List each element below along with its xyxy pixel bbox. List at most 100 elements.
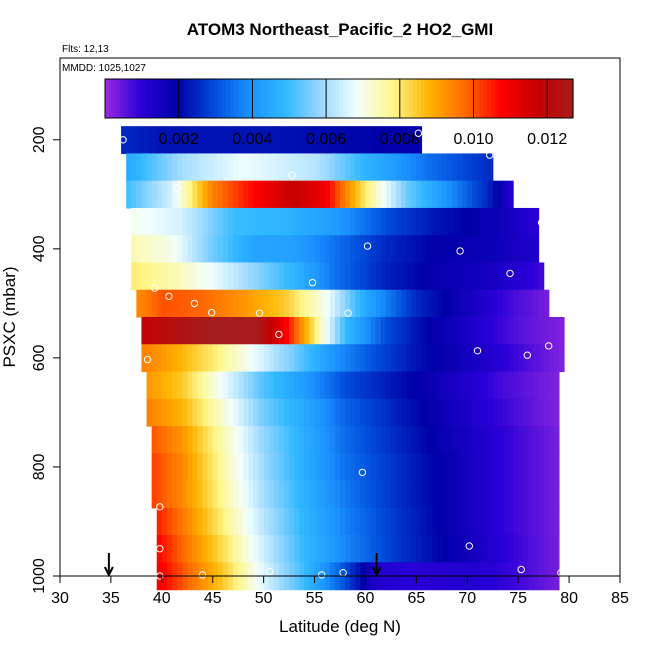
colorbar-segment (362, 79, 367, 118)
heatmap-cell (294, 317, 300, 345)
heatmap-cell (508, 207, 514, 236)
heatmap-cell (141, 126, 148, 155)
heatmap-cell (543, 398, 550, 427)
colorbar-segment (495, 79, 500, 118)
heatmap-cell (441, 344, 448, 373)
heatmap-cell (243, 507, 249, 536)
heatmap-cell (289, 289, 295, 318)
heatmap-cell (492, 180, 499, 209)
heatmap-cell (548, 371, 555, 400)
heatmap-cell (329, 180, 336, 209)
heatmap-cell (294, 180, 300, 209)
heatmap-cell (360, 371, 367, 400)
heatmap-cell (324, 153, 331, 182)
heatmap-cell (166, 317, 173, 345)
heatmap-cell (472, 426, 479, 454)
colorbar-segment (147, 79, 153, 118)
heatmap-cell (324, 344, 331, 373)
heatmap-cell (238, 207, 244, 236)
heatmap-cell (146, 262, 153, 291)
heatmap-cell (472, 207, 479, 236)
heatmap-cell (156, 262, 163, 291)
heatmap-cell (233, 480, 239, 509)
heatmap-cell (553, 371, 560, 400)
heatmap-cell (518, 235, 524, 264)
heatmap-cell (472, 507, 479, 536)
heatmap-cell (182, 153, 188, 182)
heatmap-cell (533, 453, 540, 482)
heatmap-cell (426, 507, 433, 536)
heatmap-cell (207, 207, 214, 236)
heatmap-cell (385, 453, 392, 482)
heatmap-cell (258, 344, 265, 373)
heatmap-cell (380, 317, 387, 345)
heatmap-cell (299, 262, 305, 291)
heatmap-cell (278, 398, 285, 427)
colorbar-segment (296, 79, 301, 118)
heatmap-cell (350, 535, 356, 563)
heatmap-cell (487, 507, 494, 536)
heatmap-cell (228, 289, 234, 318)
colorbar-segment (303, 79, 309, 118)
heatmap-cell (222, 480, 229, 509)
heatmap-cell (177, 180, 183, 209)
heatmap-cell (248, 371, 255, 400)
heatmap-cell (233, 126, 239, 155)
heatmap-cell (233, 207, 239, 236)
heatmap-cell (411, 235, 417, 264)
heatmap-cell (345, 453, 351, 482)
heatmap-cell (182, 344, 188, 373)
heatmap-cell (166, 126, 173, 155)
heatmap-cell (319, 507, 326, 536)
heatmap-cell (192, 126, 199, 155)
heatmap-cell (355, 207, 361, 236)
colorbar-segment (261, 79, 266, 118)
heatmap-cell (350, 344, 356, 373)
colorbar-segment (175, 79, 180, 118)
heatmap-cell (289, 180, 295, 209)
heatmap-cell (508, 317, 514, 345)
heatmap-cell (467, 453, 473, 482)
heatmap-cell (182, 453, 188, 482)
heatmap-cell (248, 344, 255, 373)
heatmap-cell (228, 262, 234, 291)
heatmap-cell (304, 371, 311, 400)
heatmap-cell (146, 289, 153, 318)
colorbar-segment (350, 79, 356, 118)
heatmap-cell (314, 289, 321, 318)
heatmap-cell (278, 262, 285, 291)
measurement-point (190, 299, 199, 308)
heatmap-cell (390, 207, 397, 236)
heatmap-cell (518, 262, 524, 291)
colorbar-segment (105, 79, 110, 118)
heatmap-cell (543, 480, 550, 509)
heatmap-cell (345, 207, 351, 236)
heatmap-cell (217, 235, 224, 264)
heatmap-cell (492, 426, 499, 454)
heatmap-cell (370, 480, 377, 509)
heatmap-cell (513, 398, 519, 427)
heatmap-cell (228, 371, 234, 400)
colorbar-segment (233, 79, 239, 118)
heatmap-cell (263, 207, 270, 236)
x-tick-label: 60 (357, 590, 375, 607)
heatmap-cell (304, 126, 311, 155)
heatmap-cell (345, 289, 351, 318)
heatmap-cell (528, 207, 535, 236)
heatmap-cell (375, 317, 382, 345)
heatmap-cell (538, 535, 545, 563)
colorbar-segment (257, 79, 262, 118)
heatmap-cell (258, 207, 265, 236)
heatmap-cell (319, 289, 326, 318)
heatmap-cell (467, 262, 473, 291)
heatmap-cell (457, 235, 463, 264)
heatmap-cell (553, 535, 560, 563)
colorbar-segment (409, 79, 414, 118)
heatmap-cell (329, 535, 336, 563)
colorbar-segment (331, 79, 336, 118)
colorbar-segment (307, 79, 313, 118)
heatmap-cell (334, 426, 341, 454)
heatmap-cell (253, 235, 260, 264)
heatmap-cell (518, 371, 524, 400)
heatmap-cell (141, 207, 148, 236)
